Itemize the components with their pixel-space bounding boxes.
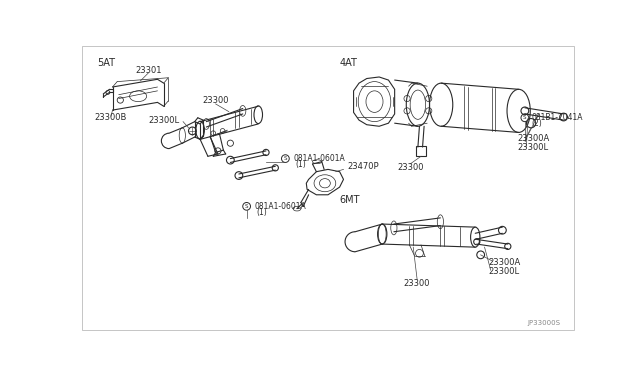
Text: JP33000S: JP33000S — [527, 320, 561, 326]
Text: 23300L: 23300L — [517, 143, 548, 152]
Text: 4AT: 4AT — [340, 58, 358, 68]
Text: 23300L: 23300L — [148, 116, 179, 125]
Text: 23300: 23300 — [202, 96, 229, 105]
Text: (1): (1) — [257, 208, 268, 217]
Text: S: S — [245, 204, 248, 209]
Text: (2): (2) — [531, 119, 542, 128]
Text: 23300A: 23300A — [517, 134, 549, 143]
Text: 081B1-2041A: 081B1-2041A — [531, 113, 582, 122]
Text: S: S — [284, 156, 287, 161]
Text: 23300B: 23300B — [94, 113, 126, 122]
Text: 23470P: 23470P — [348, 162, 379, 171]
Text: 5AT: 5AT — [97, 58, 115, 68]
Text: S: S — [523, 115, 527, 120]
Text: 6MT: 6MT — [340, 195, 360, 205]
Bar — [417, 145, 426, 156]
Text: 081A1-0601A: 081A1-0601A — [293, 154, 345, 163]
Text: 23300A: 23300A — [488, 258, 521, 267]
Text: 23301: 23301 — [135, 65, 161, 74]
Text: (1): (1) — [296, 160, 306, 169]
Text: 23300: 23300 — [397, 163, 424, 172]
Text: 081A1-0601A: 081A1-0601A — [254, 202, 306, 211]
Text: 23300L: 23300L — [488, 267, 520, 276]
Text: 23300: 23300 — [404, 279, 430, 288]
